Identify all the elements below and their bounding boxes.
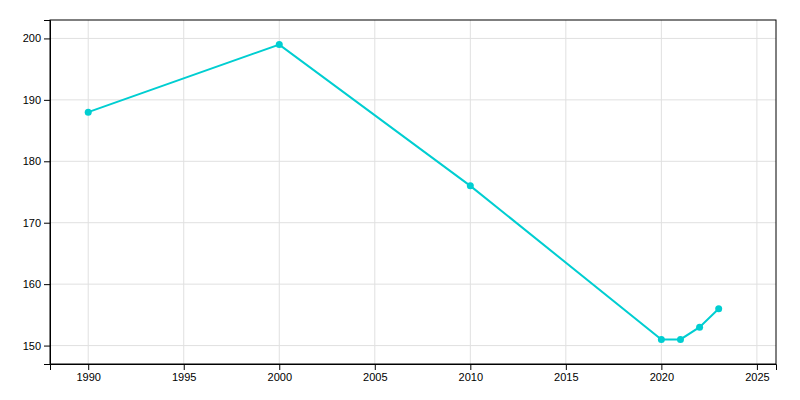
- point: [276, 41, 283, 48]
- point: [85, 109, 92, 116]
- y-axis-tick: 190: [23, 94, 50, 106]
- grid-line-y: [50, 222, 776, 223]
- grid-line-y: [50, 38, 776, 39]
- y-axis-tick: 180: [23, 155, 50, 167]
- y-axis-tick: 160: [23, 278, 50, 290]
- x-axis-tick-label: 2010: [459, 371, 483, 383]
- x-axis-tick-mark: [279, 364, 280, 370]
- y-axis-tick: 200: [23, 32, 50, 44]
- y-axis-tick-mark: [44, 346, 50, 347]
- y-axis-tick-mark: [44, 38, 50, 39]
- x-axis-tick-label: 2000: [268, 371, 292, 383]
- line: [88, 45, 718, 340]
- x-axis-tick-mark: [661, 364, 662, 370]
- x-axis-tick: 1995: [172, 364, 196, 383]
- x-axis: 1990 1995 2000 2005 2010 2015 2020 2025: [51, 364, 777, 383]
- series: [85, 41, 722, 343]
- grid-line-y: [50, 284, 776, 285]
- x-axis-tick-mark: [88, 364, 89, 370]
- grid-line-x: [661, 20, 662, 364]
- x-axis-tick-label: 2020: [650, 371, 674, 383]
- point: [658, 336, 665, 343]
- grid-line-y: [50, 161, 776, 162]
- y-axis-tick: 170: [23, 217, 50, 229]
- x-axis-tick: 2015: [554, 364, 578, 383]
- y-axis-domain: [44, 21, 51, 365]
- x-axis-tick-mark: [184, 364, 185, 370]
- y-axis-tick-mark: [44, 284, 50, 285]
- chart-svg: 1990 1995 2000 2005 2010 2015 2020 2025 150 160 17…: [0, 0, 800, 400]
- grid-line-y: [50, 345, 776, 346]
- grid-line-x: [183, 20, 184, 364]
- y-axis-tick-label: 180: [23, 155, 41, 167]
- grid-line-x: [374, 20, 375, 364]
- plot-frame: [50, 20, 776, 364]
- grid-line-x: [756, 20, 757, 364]
- point: [715, 305, 722, 312]
- y-axis-tick-label: 200: [23, 32, 41, 44]
- x-axis-tick: 2025: [745, 364, 769, 383]
- y-axis-tick-label: 160: [23, 278, 41, 290]
- x-axis-tick-label: 1990: [76, 371, 100, 383]
- plot: 1990 1995 2000 2005 2010 2015 2020 2025 150 160 17…: [23, 20, 777, 383]
- x-axis-tick: 2020: [650, 364, 674, 383]
- x-axis-tick-mark: [566, 364, 567, 370]
- grid-line-x: [88, 20, 89, 364]
- x-axis-tick-mark: [375, 364, 376, 370]
- point: [696, 324, 703, 331]
- y-axis-tick-label: 190: [23, 94, 41, 106]
- chart-container: 1990 1995 2000 2005 2010 2015 2020 2025 150 160 17…: [0, 0, 800, 400]
- x-axis-tick: 2000: [268, 364, 292, 383]
- y-axis-tick-label: 170: [23, 217, 41, 229]
- grid: [50, 20, 776, 364]
- x-axis-tick-label: 2015: [554, 371, 578, 383]
- grid-line-x: [279, 20, 280, 364]
- x-axis-tick-label: 2025: [745, 371, 769, 383]
- x-axis-tick: 2005: [363, 364, 387, 383]
- y-axis-tick-mark: [44, 223, 50, 224]
- y-axis-tick: 150: [23, 340, 50, 352]
- x-axis-tick-label: 1995: [172, 371, 196, 383]
- point: [677, 336, 684, 343]
- y-axis-tick-label: 150: [23, 340, 41, 352]
- grid-line-x: [470, 20, 471, 364]
- x-axis-domain: [51, 365, 777, 371]
- x-axis-tick: 2010: [459, 364, 483, 383]
- y-axis: 150 160 170 180 190 200: [23, 21, 51, 365]
- grid-line-y: [50, 99, 776, 100]
- point: [467, 182, 474, 189]
- x-axis-tick: 1990: [76, 364, 100, 383]
- x-axis-tick-label: 2005: [363, 371, 387, 383]
- y-axis-tick-mark: [44, 161, 50, 162]
- x-axis-tick-mark: [757, 364, 758, 370]
- grid-line-x: [565, 20, 566, 364]
- y-axis-tick-mark: [44, 100, 50, 101]
- x-axis-tick-mark: [470, 364, 471, 370]
